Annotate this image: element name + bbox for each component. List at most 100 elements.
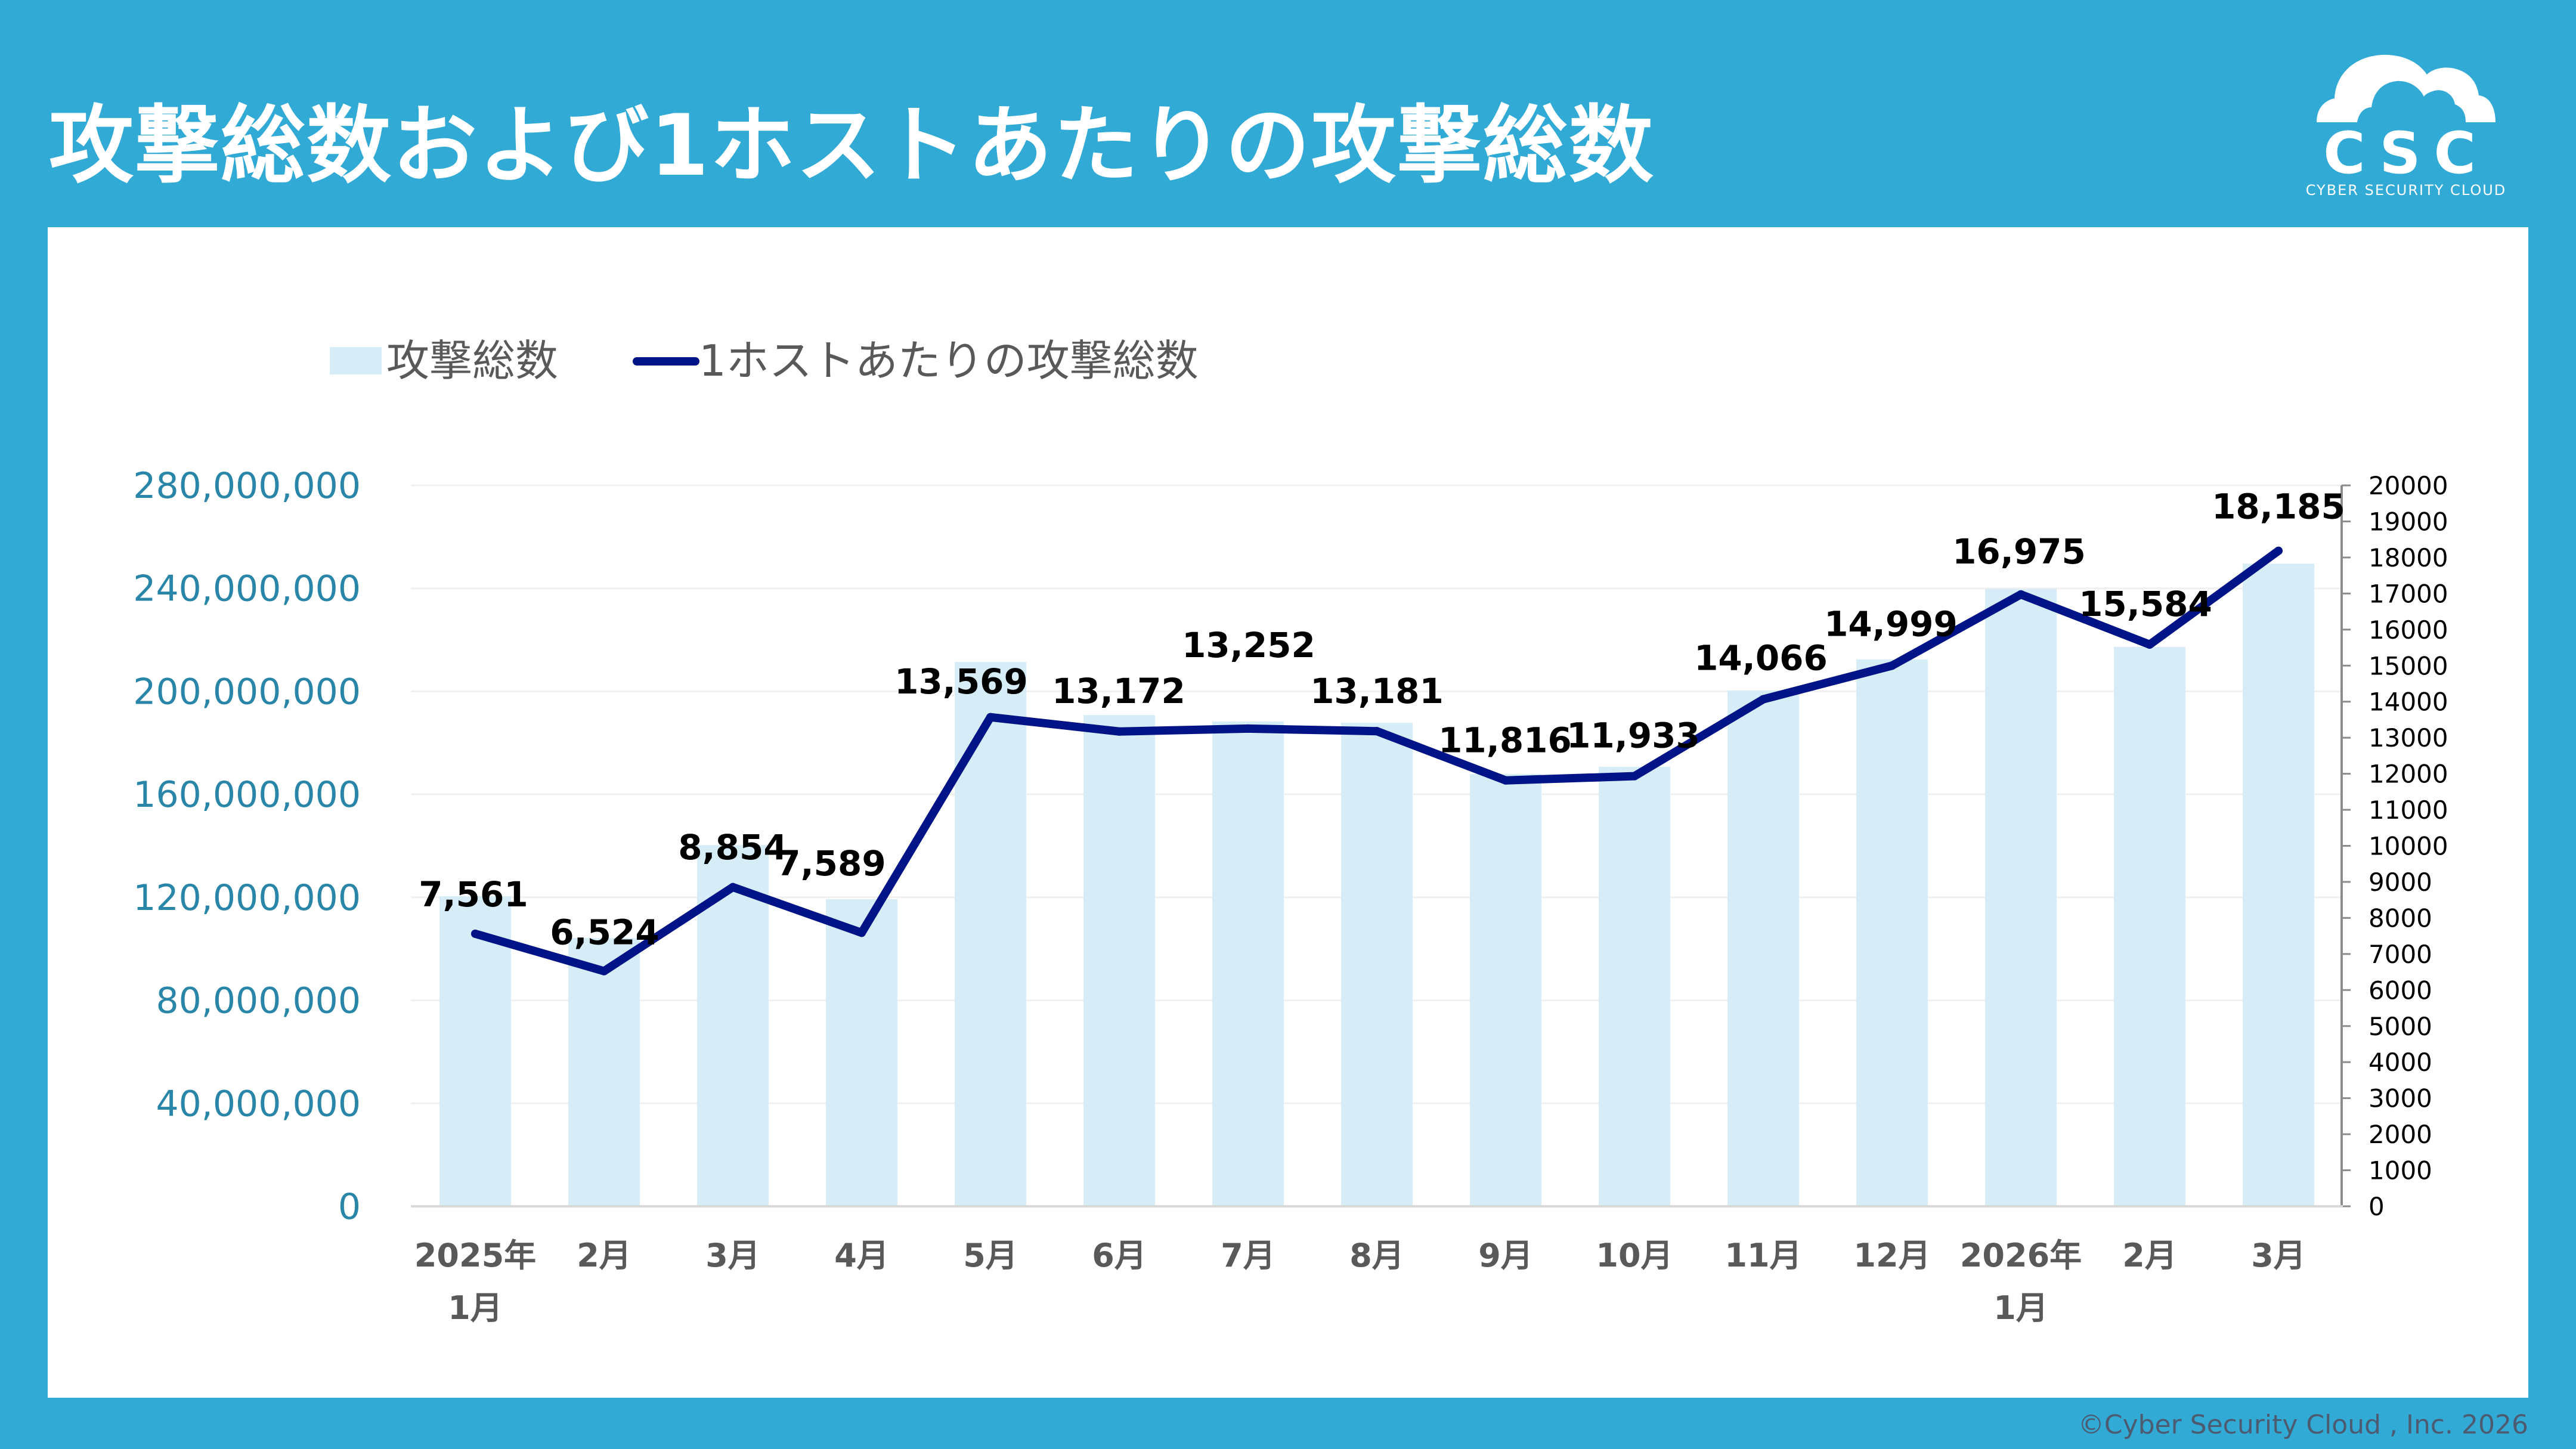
x-axis-tick-label: 9月 <box>1478 1237 1533 1274</box>
right-axis-tick-label: 2000 <box>2368 1120 2432 1149</box>
right-axis-tick-label: 9000 <box>2368 868 2432 897</box>
left-axis: 0 40,000,000 80,000,000 120,000,000 160,000,… <box>133 465 361 1228</box>
line-point <box>729 883 737 891</box>
data-label: 7,561 <box>419 874 528 915</box>
data-label: 6,524 <box>550 912 659 953</box>
right-axis-tick-label: 5000 <box>2368 1012 2432 1041</box>
line-segment <box>986 713 1123 736</box>
right-axis-tick-label: 12000 <box>2368 760 2448 789</box>
bar <box>2114 646 2185 1206</box>
copyright-footer: ©Cyber Security Cloud , Inc. 2026 <box>2077 1410 2528 1440</box>
x-axis-tick-label: 7月 <box>1221 1237 1275 1274</box>
data-label: 13,181 <box>1310 671 1444 711</box>
line-point <box>857 928 866 937</box>
right-axis-tick-label: 20000 <box>2368 471 2448 500</box>
x-axis-tick-label: 4月 <box>834 1237 889 1274</box>
right-axis-tick-label: 1000 <box>2368 1156 2432 1185</box>
right-axis-tick-label: 18000 <box>2368 543 2448 572</box>
bar <box>1212 721 1284 1206</box>
line-segment <box>600 883 737 976</box>
line-segment <box>1759 661 1896 704</box>
right-axis-tick-label: 15000 <box>2368 651 2448 680</box>
bar <box>1727 691 1799 1206</box>
right-axis-tick-label: 16000 <box>2368 615 2448 645</box>
logo-mark: CSC <box>2323 120 2489 187</box>
line-segment <box>1501 772 1639 785</box>
x-axis: 2025年 1月 2月 3月 4月 5月 6月 7月 8月 9月 10月 11月 12月 2026年 1月 2… <box>414 1237 2306 1327</box>
bar <box>568 938 640 1206</box>
line-segment <box>857 713 995 937</box>
left-axis-tick-label: 200,000,000 <box>133 671 361 713</box>
line-point <box>1244 724 1252 733</box>
right-axis-tick-label: 11000 <box>2368 795 2448 825</box>
line-point <box>2145 640 2154 649</box>
x-axis-tick-label: 2026年 <box>1960 1237 2082 1274</box>
legend-bar-swatch <box>330 347 382 374</box>
data-label: 14,999 <box>1824 603 1958 644</box>
data-label: 13,252 <box>1182 625 1315 665</box>
line-segment <box>1373 727 1510 785</box>
x-axis-tick-label: 3月 <box>2251 1237 2306 1274</box>
bar-series <box>439 564 2314 1206</box>
line-point <box>1115 727 1123 736</box>
line-series <box>471 546 2283 976</box>
right-axis-tick-label: 8000 <box>2368 903 2432 933</box>
x-axis-tick-label: 12月 <box>1853 1237 1930 1274</box>
line-point <box>986 713 995 722</box>
bar <box>826 899 897 1206</box>
data-label: 14,066 <box>1694 638 1828 679</box>
x-axis-tick-label: 1月 <box>448 1289 503 1327</box>
line-point <box>2017 590 2025 599</box>
bar <box>1341 723 1413 1206</box>
left-axis-tick-label: 0 <box>338 1186 361 1228</box>
line-segment <box>729 883 866 937</box>
page-title: 攻撃総数および1ホストあたりの攻撃総数 <box>49 97 1655 195</box>
data-label: 13,569 <box>894 661 1028 702</box>
data-label: 11,933 <box>1566 716 1700 756</box>
bar <box>1470 774 1541 1206</box>
bar <box>955 662 1026 1206</box>
line-point <box>2274 546 2283 555</box>
x-axis-tick-label: 3月 <box>705 1237 760 1274</box>
company-logo: CSC CYBER SECURITY CLOUD <box>2296 48 2516 203</box>
line-point <box>600 967 608 976</box>
right-axis-tick-label: 3000 <box>2368 1084 2432 1113</box>
data-label: 16,975 <box>1952 531 2086 572</box>
line-segment <box>1888 590 2025 670</box>
logo-text: CYBER SECURITY CLOUD <box>2305 182 2507 199</box>
left-axis-tick-label: 120,000,000 <box>133 877 361 919</box>
cloud-logo-icon: CSC <box>2317 54 2496 187</box>
line-point <box>1501 776 1510 785</box>
line-point <box>471 929 479 938</box>
right-axis: 0 1000 2000 3000 4000 5000 6000 7000 8000 9000 100… <box>2340 471 2448 1221</box>
data-label: 13,172 <box>1052 671 1185 711</box>
right-axis-tick-label: 13000 <box>2368 723 2448 753</box>
line-point <box>1759 695 1767 704</box>
x-axis-tick-label: 1月 <box>1993 1289 2048 1327</box>
line-segment <box>2017 590 2154 649</box>
legend-label-line: 1ホストあたりの攻撃総数 <box>699 336 1199 386</box>
right-axis-tick-label: 0 <box>2368 1192 2385 1221</box>
x-axis-tick-label: 11月 <box>1724 1237 1801 1274</box>
line-segment <box>471 929 608 976</box>
bar <box>1856 659 1928 1206</box>
x-axis-tick-label: 6月 <box>1092 1237 1147 1274</box>
right-axis-tick-label: 7000 <box>2368 940 2432 969</box>
right-axis-tick-label: 10000 <box>2368 832 2448 861</box>
line-segment <box>1630 695 1767 781</box>
left-axis-tick-label: 160,000,000 <box>133 774 361 816</box>
line-point <box>1630 772 1639 781</box>
left-axis-tick-label: 80,000,000 <box>156 980 361 1022</box>
right-axis-tick-label: 17000 <box>2368 579 2448 608</box>
data-label: 7,589 <box>776 843 886 884</box>
bar <box>1985 589 2057 1206</box>
data-label: 8,854 <box>678 827 787 868</box>
left-axis-tick-label: 240,000,000 <box>133 568 361 610</box>
x-axis-tick-label: 5月 <box>963 1237 1018 1274</box>
bar <box>1083 715 1155 1206</box>
bar <box>2243 564 2314 1206</box>
x-axis-tick-label: 2月 <box>577 1237 631 1274</box>
data-label: 11,816 <box>1438 720 1572 761</box>
